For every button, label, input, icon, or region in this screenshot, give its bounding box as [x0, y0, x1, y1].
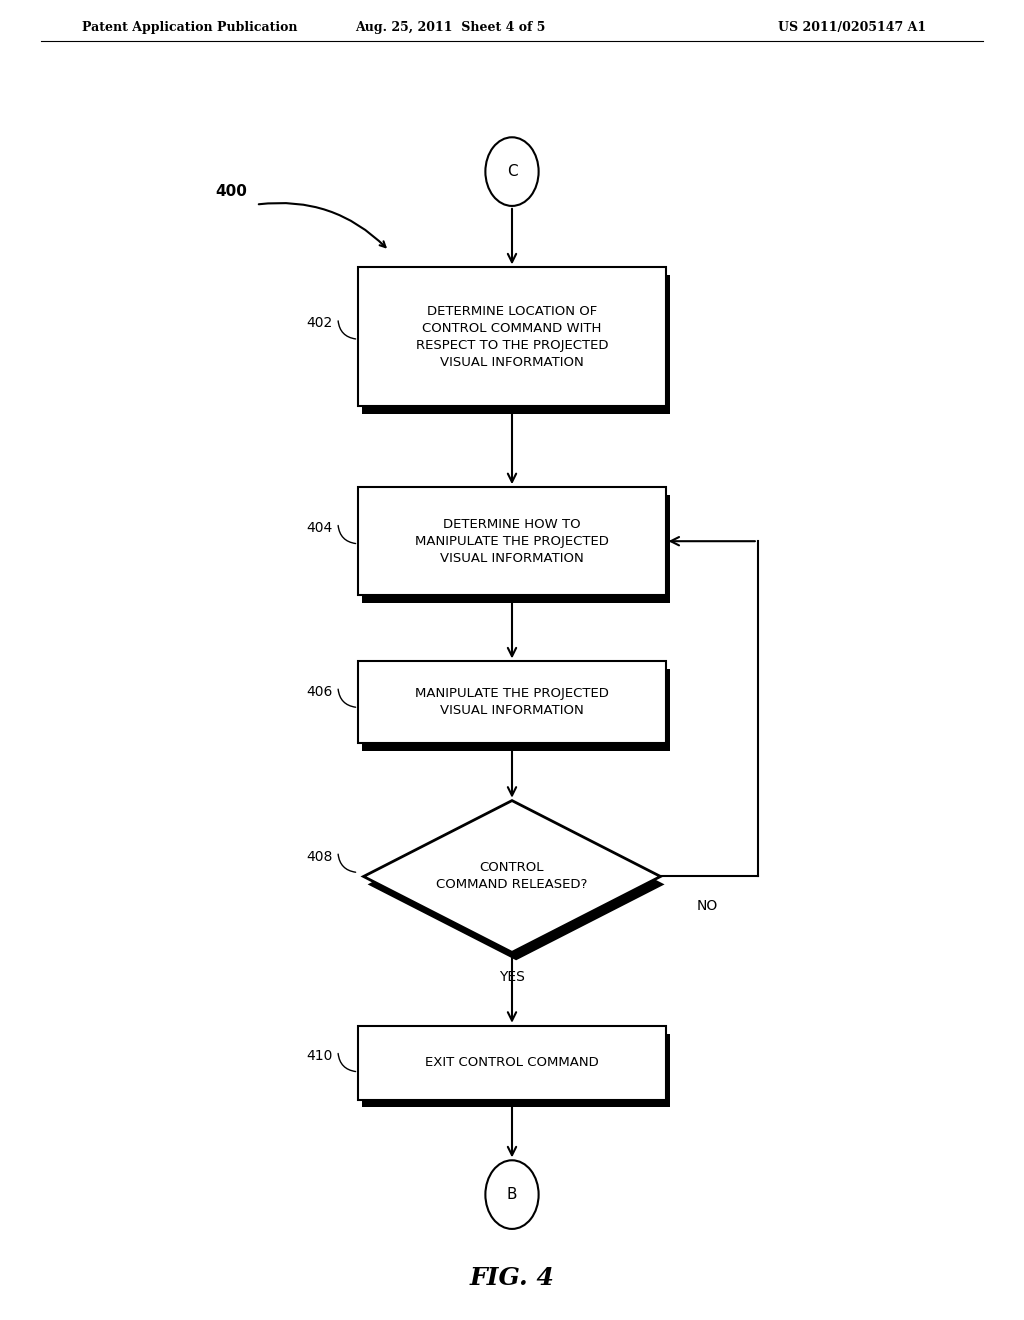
Bar — [362, 1034, 670, 1107]
Text: 408: 408 — [306, 850, 333, 863]
Bar — [358, 267, 666, 407]
Text: NO: NO — [696, 899, 718, 912]
Bar — [358, 1026, 666, 1100]
Bar — [358, 487, 666, 595]
Text: US 2011/0205147 A1: US 2011/0205147 A1 — [778, 21, 927, 34]
Polygon shape — [364, 800, 660, 953]
Polygon shape — [368, 808, 665, 961]
Circle shape — [485, 137, 539, 206]
Text: C: C — [507, 164, 517, 180]
Bar — [358, 661, 666, 743]
Text: YES: YES — [499, 970, 525, 983]
Bar — [362, 669, 670, 751]
Text: Patent Application Publication: Patent Application Publication — [82, 21, 297, 34]
Text: 410: 410 — [306, 1049, 333, 1063]
Text: MANIPULATE THE PROJECTED
VISUAL INFORMATION: MANIPULATE THE PROJECTED VISUAL INFORMAT… — [415, 688, 609, 717]
Bar — [362, 276, 670, 414]
Text: Aug. 25, 2011  Sheet 4 of 5: Aug. 25, 2011 Sheet 4 of 5 — [355, 21, 546, 34]
Circle shape — [485, 1160, 539, 1229]
Text: EXIT CONTROL COMMAND: EXIT CONTROL COMMAND — [425, 1056, 599, 1069]
Text: CONTROL
COMMAND RELEASED?: CONTROL COMMAND RELEASED? — [436, 862, 588, 891]
Text: 404: 404 — [306, 521, 333, 535]
Text: FIG. 4: FIG. 4 — [470, 1266, 554, 1290]
Text: 402: 402 — [306, 317, 333, 330]
Text: DETERMINE HOW TO
MANIPULATE THE PROJECTED
VISUAL INFORMATION: DETERMINE HOW TO MANIPULATE THE PROJECTE… — [415, 517, 609, 565]
Text: 400: 400 — [215, 183, 247, 199]
Text: B: B — [507, 1187, 517, 1203]
Bar — [362, 495, 670, 603]
Text: 406: 406 — [306, 685, 333, 698]
Text: DETERMINE LOCATION OF
CONTROL COMMAND WITH
RESPECT TO THE PROJECTED
VISUAL INFOR: DETERMINE LOCATION OF CONTROL COMMAND WI… — [416, 305, 608, 368]
